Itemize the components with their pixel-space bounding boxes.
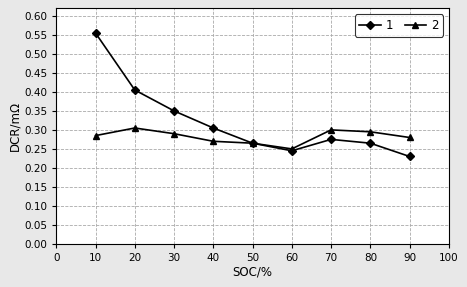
X-axis label: SOC/%: SOC/% [233,266,273,279]
Y-axis label: DCR/mΩ: DCR/mΩ [8,101,21,151]
1 [171,109,177,113]
Line: 2: 2 [92,125,413,152]
2 [407,136,412,139]
Line: 1: 1 [93,30,412,159]
2 [132,126,138,130]
2 [250,141,255,145]
2 [368,130,373,133]
2 [171,132,177,135]
1 [250,141,255,145]
Legend: 1, 2: 1, 2 [355,14,443,37]
1 [211,126,216,130]
1 [328,138,334,141]
1 [93,31,99,35]
1 [132,88,138,92]
2 [211,139,216,143]
2 [328,128,334,132]
1 [407,155,412,158]
1 [368,141,373,145]
2 [289,147,295,151]
1 [289,149,295,152]
2 [93,134,99,137]
